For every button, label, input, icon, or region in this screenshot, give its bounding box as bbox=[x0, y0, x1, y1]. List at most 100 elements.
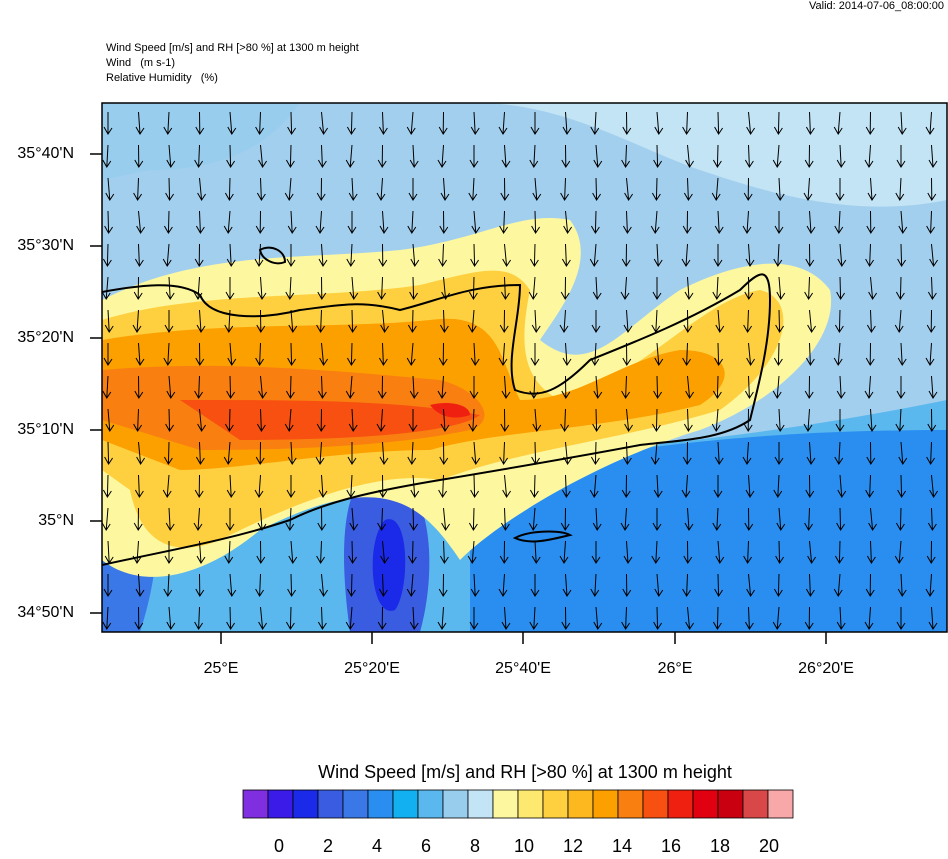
arrow bbox=[440, 408, 450, 432]
arrow bbox=[255, 210, 265, 234]
arrow bbox=[804, 276, 814, 300]
arrow bbox=[346, 111, 356, 135]
arrow bbox=[653, 474, 663, 498]
arrow bbox=[346, 342, 356, 366]
arrow bbox=[806, 441, 816, 465]
arrow bbox=[866, 441, 876, 465]
arrow bbox=[134, 375, 144, 399]
colorbar-label: 0 bbox=[274, 836, 284, 854]
arrow bbox=[500, 408, 510, 432]
arrow bbox=[409, 144, 419, 168]
arrow bbox=[194, 144, 204, 168]
arrow bbox=[590, 111, 600, 135]
arrow bbox=[865, 342, 875, 366]
arrow bbox=[318, 243, 328, 267]
arrow bbox=[806, 210, 816, 234]
colorbar-label: 18 bbox=[710, 836, 730, 854]
arrow bbox=[102, 375, 112, 399]
arrow bbox=[620, 507, 630, 531]
arrow bbox=[409, 276, 419, 300]
arrow bbox=[197, 177, 207, 201]
arrow bbox=[377, 507, 387, 531]
colorbar-box bbox=[692, 789, 719, 819]
arrow bbox=[468, 507, 478, 531]
lon-label: 25°40'E bbox=[495, 660, 551, 677]
arrow bbox=[195, 342, 205, 366]
arrow bbox=[284, 408, 294, 432]
arrow bbox=[531, 540, 541, 564]
arrow bbox=[441, 507, 451, 531]
arrow bbox=[927, 276, 937, 300]
arrow bbox=[896, 376, 906, 399]
arrow bbox=[437, 606, 447, 630]
colorbar-label: 6 bbox=[421, 836, 431, 854]
arrow bbox=[439, 540, 449, 564]
arrow bbox=[284, 177, 294, 201]
arrow bbox=[136, 210, 146, 234]
arrow bbox=[896, 145, 906, 168]
arrow bbox=[711, 408, 721, 432]
arrow bbox=[682, 573, 692, 597]
arrow bbox=[437, 144, 447, 168]
arrow bbox=[406, 573, 416, 597]
arrow bbox=[224, 408, 234, 432]
arrow bbox=[837, 243, 847, 267]
arrow bbox=[467, 309, 477, 333]
arrow bbox=[744, 507, 754, 531]
arrow bbox=[682, 441, 692, 465]
arrow bbox=[103, 574, 113, 597]
arrow bbox=[743, 540, 753, 564]
arrow bbox=[744, 276, 754, 300]
arrow bbox=[532, 408, 542, 432]
arrow bbox=[897, 573, 907, 597]
arrow bbox=[468, 177, 478, 201]
arrow bbox=[105, 408, 115, 432]
arrow bbox=[531, 210, 541, 234]
colorbar-box bbox=[267, 789, 294, 819]
arrow bbox=[742, 210, 752, 234]
arrow bbox=[772, 375, 782, 399]
arrow bbox=[195, 210, 205, 234]
arrow bbox=[104, 210, 114, 234]
arrow bbox=[440, 177, 450, 201]
arrow bbox=[620, 276, 630, 300]
arrow bbox=[925, 342, 935, 366]
arrow bbox=[224, 540, 234, 564]
arrow bbox=[227, 111, 237, 135]
arrow bbox=[561, 243, 571, 267]
colorbar-box bbox=[592, 789, 619, 819]
arrow bbox=[348, 309, 358, 333]
arrow bbox=[346, 243, 356, 267]
arrow bbox=[347, 211, 357, 234]
arrow bbox=[223, 210, 233, 234]
arrow bbox=[345, 375, 355, 399]
colorbar-box bbox=[517, 789, 544, 819]
arrow bbox=[925, 111, 935, 135]
arrow bbox=[285, 375, 295, 399]
arrow bbox=[315, 210, 325, 234]
arrow bbox=[685, 144, 695, 168]
arrow bbox=[438, 111, 448, 135]
colorbar-box bbox=[442, 789, 469, 819]
arrow bbox=[895, 408, 905, 432]
arrow bbox=[773, 243, 783, 267]
arrow bbox=[743, 309, 753, 333]
arrow bbox=[624, 408, 634, 432]
arrow bbox=[897, 342, 907, 366]
arrow bbox=[378, 111, 388, 135]
arrow bbox=[378, 474, 388, 498]
arrow bbox=[163, 210, 173, 234]
arrow bbox=[654, 111, 664, 135]
arrow bbox=[255, 342, 265, 366]
arrow bbox=[256, 540, 266, 564]
arrow bbox=[285, 507, 295, 531]
arrow bbox=[559, 309, 569, 333]
arrow bbox=[621, 606, 631, 630]
arrow bbox=[133, 276, 143, 300]
arrow bbox=[470, 243, 480, 267]
arrow bbox=[651, 540, 661, 564]
arrow bbox=[713, 244, 723, 267]
arrow bbox=[897, 243, 907, 267]
arrow bbox=[226, 375, 236, 399]
